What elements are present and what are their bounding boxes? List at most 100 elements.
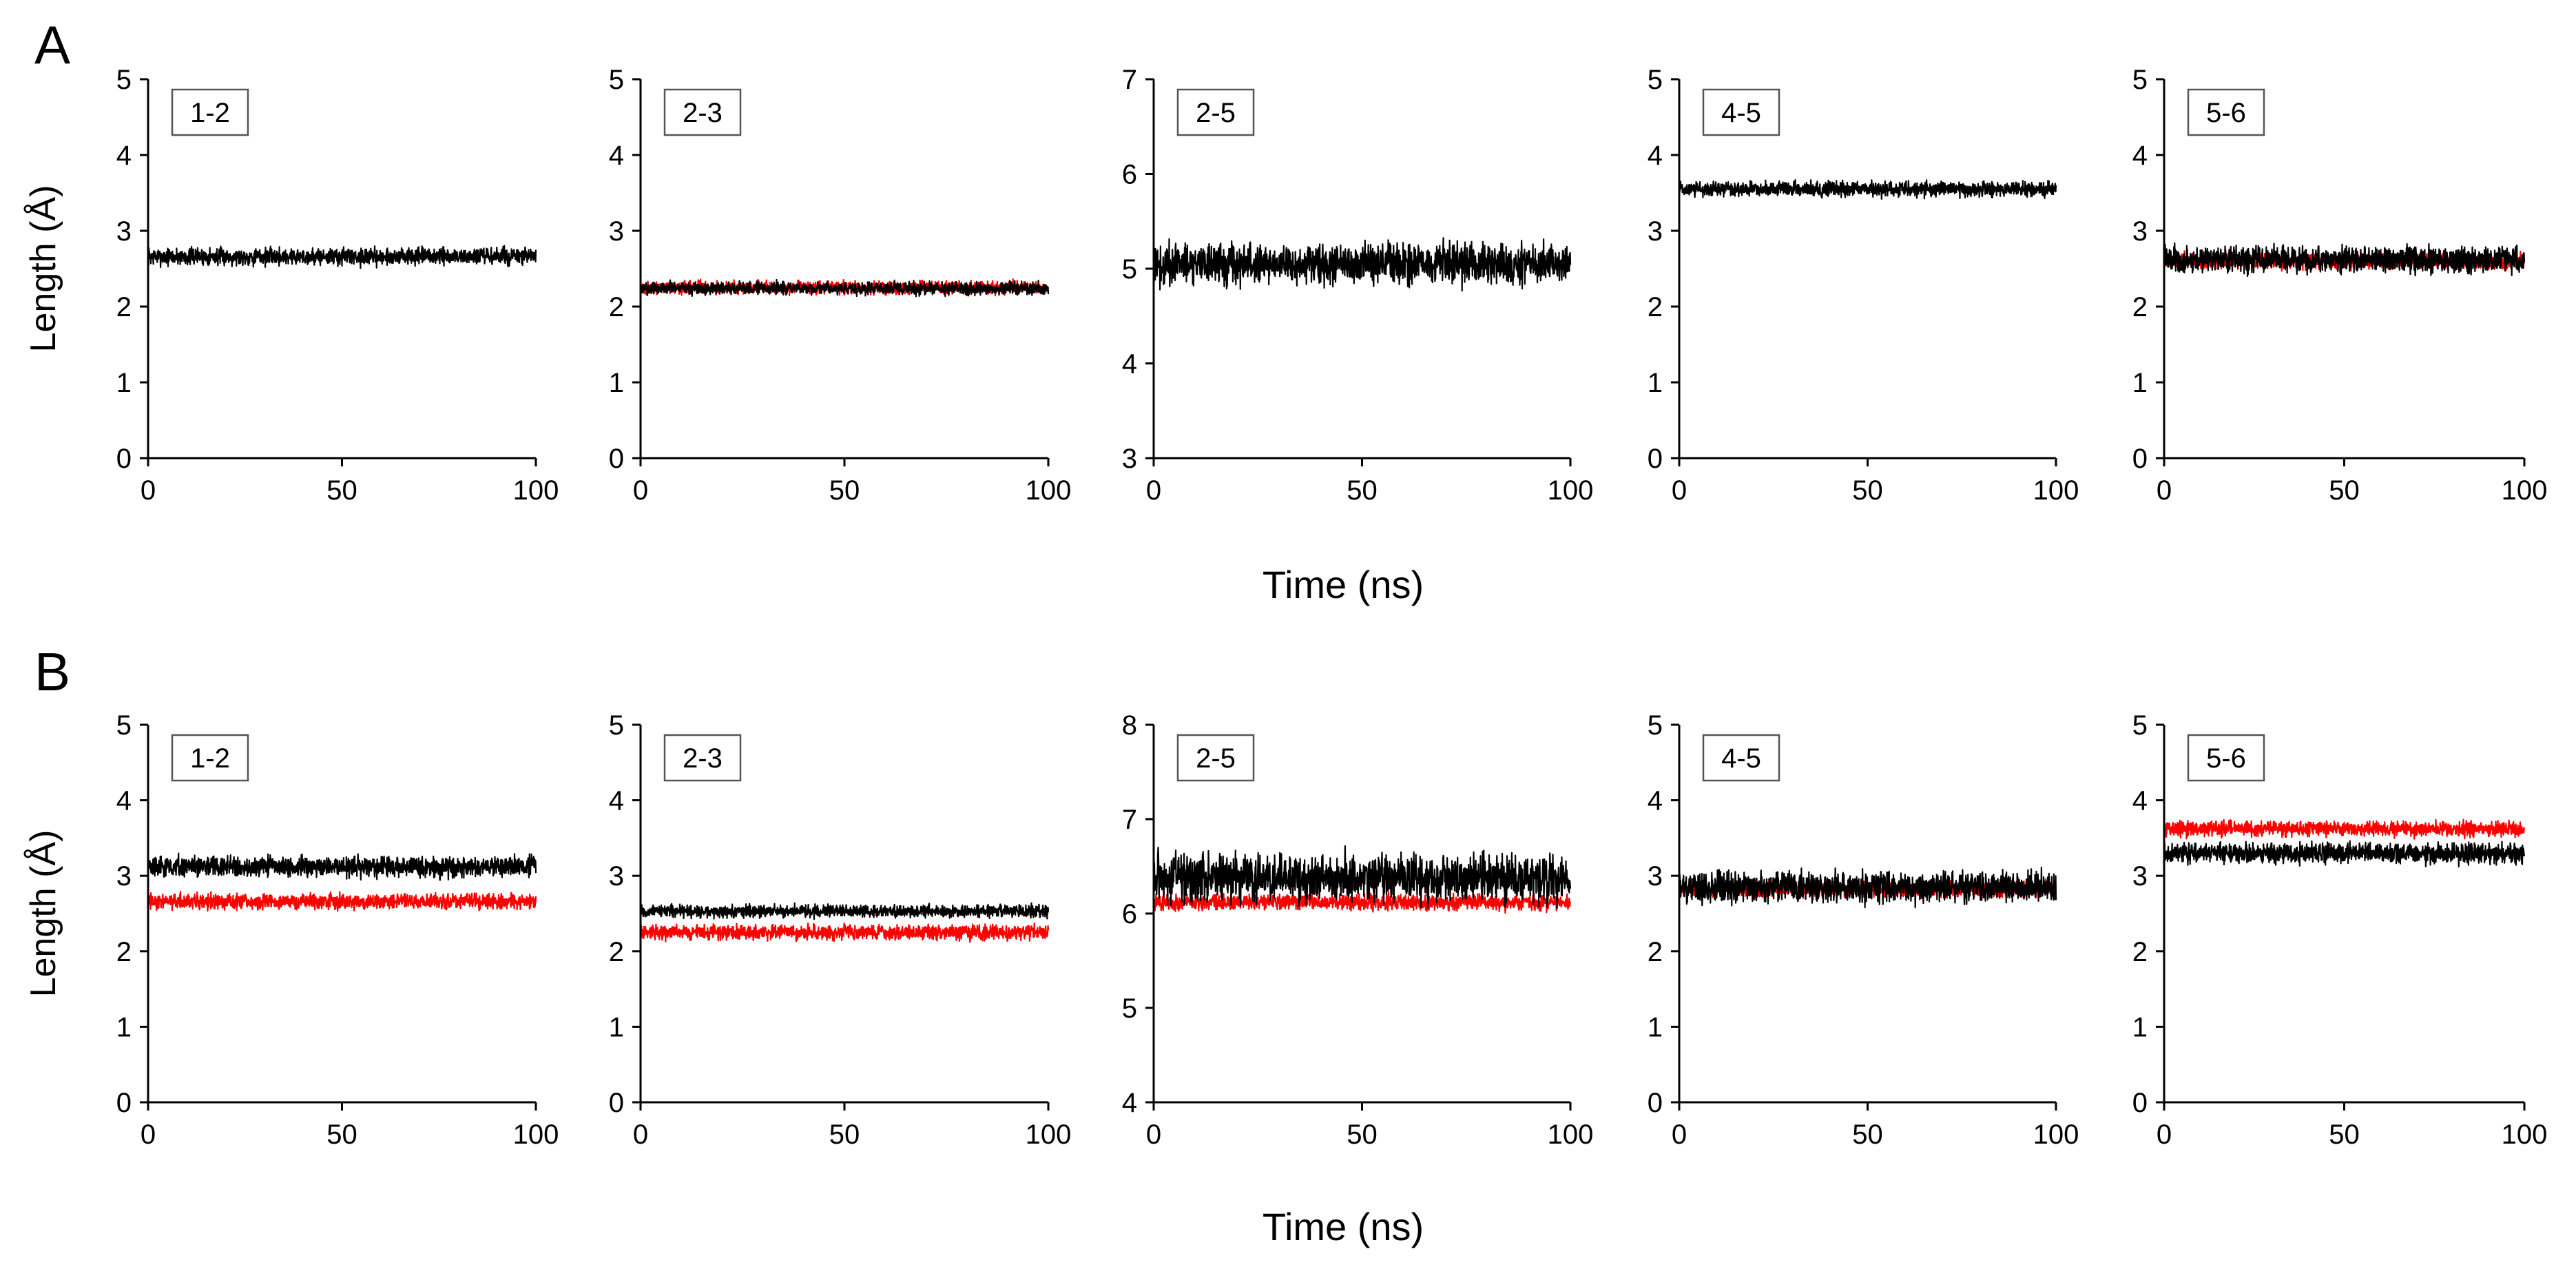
bond-label: 1-2 xyxy=(190,98,230,128)
y-tick-label: 4 xyxy=(609,786,624,816)
bond-label: 2-3 xyxy=(683,743,723,774)
bond-label-box xyxy=(663,734,742,782)
y-tick-label: 2 xyxy=(1648,937,1663,967)
series-black xyxy=(1678,179,2057,200)
y-tick-label: 5 xyxy=(1122,254,1137,285)
y-tick-label: 5 xyxy=(116,710,132,741)
x-tick-label: 0 xyxy=(633,475,648,506)
y-tick-label: 3 xyxy=(609,861,624,891)
series-red xyxy=(147,891,537,912)
y-tick-label: 6 xyxy=(1122,160,1137,190)
y-tick-label: 1 xyxy=(2132,1012,2148,1042)
bond-label-box xyxy=(1702,88,1780,136)
x-tick-label: 50 xyxy=(2329,475,2360,506)
x-tick-label: 100 xyxy=(513,475,559,506)
x-tick-label: 50 xyxy=(326,475,357,506)
x-tick-label: 100 xyxy=(1026,1120,1072,1150)
x-tick-label: 50 xyxy=(1347,1120,1378,1150)
y-tick-label: 5 xyxy=(1122,993,1137,1024)
x-axis-title-A: Time (ns) xyxy=(1263,563,1424,606)
y-tick-label: 2 xyxy=(609,292,624,322)
x-tick-label: 50 xyxy=(2329,1120,2360,1150)
y-tick-label: 5 xyxy=(116,65,132,95)
series-black xyxy=(639,902,1050,920)
x-tick-label: 100 xyxy=(2502,1120,2548,1150)
bond-label: 5-6 xyxy=(2206,98,2246,128)
x-tick-label: 0 xyxy=(1672,1120,1687,1150)
series-black xyxy=(147,852,537,881)
y-tick-label: 4 xyxy=(2132,786,2148,816)
y-tick-label: 5 xyxy=(1648,65,1663,95)
bond-label: 2-5 xyxy=(1196,98,1236,128)
subplot-B-2-5: 4 5 6 7 8 0 50 100 2-5 xyxy=(1122,710,1594,1150)
series-black xyxy=(2163,840,2526,868)
y-tick-label: 5 xyxy=(609,65,624,95)
y-tick-label: 8 xyxy=(1122,710,1137,741)
bond-label: 2-3 xyxy=(683,98,723,128)
y-tick-label: 3 xyxy=(2132,861,2148,891)
bond-label-box xyxy=(2187,734,2265,782)
y-tick-label: 4 xyxy=(1122,349,1137,380)
y-tick-label: 4 xyxy=(2132,141,2148,171)
y-tick-label: 2 xyxy=(2132,292,2148,322)
y-tick-label: 2 xyxy=(2132,937,2148,967)
x-tick-label: 0 xyxy=(141,1120,156,1150)
y-tick-label: 6 xyxy=(1122,899,1137,929)
series-black xyxy=(1152,845,1572,909)
bond-label-box xyxy=(171,734,249,782)
bond-label-box xyxy=(1176,734,1255,782)
x-tick-label: 0 xyxy=(1672,475,1687,506)
x-tick-label: 0 xyxy=(633,1120,648,1150)
series-black xyxy=(147,245,537,269)
y-tick-label: 1 xyxy=(116,1012,132,1042)
y-tick-label: 0 xyxy=(1648,1088,1663,1118)
series-black xyxy=(639,278,1050,298)
y-tick-label: 0 xyxy=(116,1088,132,1118)
x-tick-label: 0 xyxy=(2157,475,2172,506)
y-tick-label: 4 xyxy=(116,786,132,816)
bond-label-box xyxy=(2187,88,2265,136)
y-tick-label: 3 xyxy=(116,861,132,891)
y-tick-label: 1 xyxy=(609,1012,624,1042)
series-black xyxy=(2163,242,2526,278)
y-tick-label: 5 xyxy=(1648,710,1663,741)
x-tick-label: 50 xyxy=(829,1120,860,1150)
y-tick-label: 2 xyxy=(116,937,132,967)
panel-letter-B: B xyxy=(34,641,70,702)
y-tick-label: 5 xyxy=(609,710,624,741)
x-tick-label: 100 xyxy=(1548,475,1594,506)
y-tick-label: 7 xyxy=(1122,805,1137,835)
y-tick-label: 3 xyxy=(1648,861,1663,891)
y-tick-label: 4 xyxy=(1122,1088,1137,1118)
x-tick-label: 100 xyxy=(513,1120,559,1150)
y-tick-label: 2 xyxy=(1648,292,1663,322)
series-red xyxy=(639,922,1050,943)
y-tick-label: 0 xyxy=(609,1088,624,1118)
x-tick-label: 0 xyxy=(1146,475,1161,506)
bond-label-box xyxy=(171,88,249,136)
y-tick-label: 1 xyxy=(609,368,624,398)
y-tick-label: 0 xyxy=(2132,444,2148,474)
y-tick-label: 7 xyxy=(1122,65,1137,95)
x-axis-title-B: Time (ns) xyxy=(1263,1205,1424,1248)
bond-label: 2-5 xyxy=(1196,743,1236,774)
y-tick-label: 1 xyxy=(2132,368,2148,398)
bond-label: 4-5 xyxy=(1721,98,1761,128)
bond-label-box xyxy=(663,88,742,136)
series-red xyxy=(1152,891,1572,914)
y-tick-label: 4 xyxy=(1648,786,1663,816)
y-tick-label: 3 xyxy=(1122,444,1137,474)
bond-label: 4-5 xyxy=(1721,743,1761,774)
y-tick-label: 0 xyxy=(1648,444,1663,474)
series-red xyxy=(2163,818,2526,840)
x-tick-label: 100 xyxy=(1548,1120,1594,1150)
y-tick-label: 2 xyxy=(116,292,132,322)
bond-label: 1-2 xyxy=(190,743,230,774)
